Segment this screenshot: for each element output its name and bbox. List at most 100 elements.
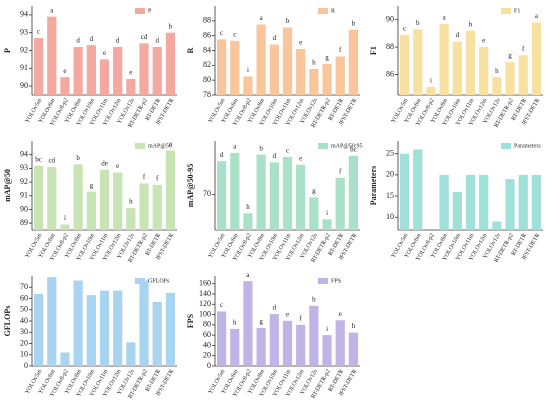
bar	[216, 311, 227, 366]
significance-letter: f	[156, 174, 159, 182]
y-tick-label: 92	[20, 45, 28, 54]
bar	[322, 219, 332, 230]
bar	[73, 164, 83, 230]
bar	[126, 208, 136, 230]
legend-swatch	[135, 8, 145, 14]
bar	[282, 320, 293, 366]
y-tick-label: 25	[386, 149, 394, 158]
bar	[518, 174, 528, 230]
significance-letter: d	[155, 37, 159, 45]
significance-letter: g	[312, 187, 316, 195]
significance-letter: e	[63, 67, 66, 75]
legend-swatch	[318, 8, 328, 14]
bar	[256, 154, 266, 230]
y-axis-label: F1	[369, 46, 378, 55]
significance-letter: c	[233, 30, 236, 38]
y-tick-label: 40	[20, 316, 28, 325]
bar	[282, 27, 293, 96]
legend-swatch	[501, 143, 511, 149]
y-axis-label: mAP@50	[3, 169, 12, 202]
significance-letter: d	[116, 37, 120, 45]
bar	[518, 55, 528, 95]
y-tick-label: 70	[20, 282, 28, 291]
y-tick-label: 92	[20, 177, 28, 186]
bar	[152, 301, 162, 366]
y-tick-label: 91	[20, 63, 28, 72]
significance-letter: bc	[35, 155, 42, 163]
bar	[86, 295, 96, 366]
bar	[165, 32, 176, 95]
significance-letter: b	[286, 17, 290, 25]
significance-letter: e	[299, 39, 302, 47]
y-axis-label: Parameters	[369, 166, 378, 206]
y-tick-label: 86	[203, 30, 211, 39]
y-axis-label: mAP@50-95	[186, 164, 195, 207]
significance-letter: e	[116, 162, 119, 170]
bar	[99, 290, 110, 366]
significance-letter: d	[273, 34, 277, 42]
legend-label: mAP@50	[148, 143, 172, 149]
bar	[479, 174, 489, 230]
significance-letter: e	[129, 69, 132, 77]
significance-letter: h	[352, 322, 356, 330]
significance-letter: g	[508, 52, 512, 60]
significance-letter: e	[286, 310, 289, 318]
significance-letter: cd	[48, 157, 55, 165]
significance-letter: b	[259, 144, 263, 152]
bar	[335, 320, 345, 366]
y-tick-label: 88	[203, 16, 211, 25]
bar	[413, 29, 423, 95]
legend-label: mAP@50:95	[331, 143, 363, 149]
significance-letter: a	[260, 14, 264, 22]
significance-letter: h	[129, 198, 133, 206]
bar	[465, 30, 476, 95]
bar	[216, 39, 227, 95]
significance-letter: e	[103, 49, 106, 57]
bar	[335, 177, 345, 230]
bar	[335, 56, 345, 95]
bar	[296, 164, 306, 230]
y-tick-label: 120	[199, 299, 211, 308]
legend-label: P	[148, 8, 152, 14]
significance-letter: b	[469, 20, 473, 28]
y-tick-label: 20	[20, 338, 28, 347]
significance-letter: d	[273, 152, 277, 160]
bar	[243, 76, 253, 95]
bar	[73, 46, 83, 95]
y-tick-label: 0	[24, 361, 28, 370]
bar	[399, 153, 410, 230]
y-tick-label: 20	[203, 351, 211, 360]
bar	[399, 34, 410, 95]
bar	[492, 77, 502, 95]
bar	[479, 47, 489, 95]
bar	[439, 23, 449, 95]
legend-label: R	[331, 8, 335, 14]
y-tick-label: 91	[20, 191, 28, 200]
significance-letter: c	[286, 147, 289, 155]
bar	[322, 63, 332, 95]
significance-letter: h	[233, 319, 237, 327]
bar	[47, 16, 57, 95]
significance-letter: e	[299, 154, 302, 162]
significance-letter: h	[312, 59, 316, 67]
bar	[99, 59, 110, 95]
bar	[230, 40, 240, 95]
bar	[439, 174, 449, 230]
y-axis-label: FPS	[186, 313, 195, 328]
bar	[505, 179, 515, 230]
bar	[86, 45, 96, 95]
significance-letter: a	[535, 12, 539, 20]
significance-letter: i	[430, 76, 432, 84]
bar	[452, 41, 462, 95]
bar	[348, 332, 359, 366]
bar	[309, 305, 319, 366]
significance-letter: d	[220, 151, 224, 159]
significance-letter: b	[416, 19, 420, 27]
bar	[452, 191, 462, 230]
bar	[33, 165, 44, 230]
significance-letter: i	[64, 214, 66, 222]
significance-letter: f	[300, 314, 303, 322]
y-tick-label: 15	[386, 191, 394, 200]
y-axis-label: P	[3, 48, 12, 53]
